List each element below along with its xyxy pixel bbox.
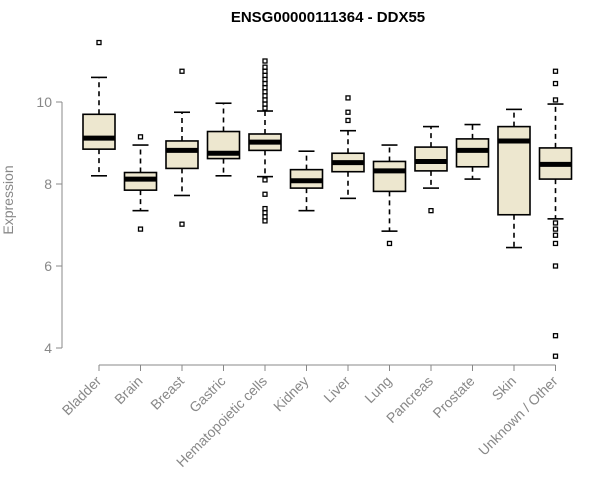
y-axis: 4 6 8 10 [36, 94, 63, 356]
outlier-point [552, 353, 559, 359]
outlier-point [345, 95, 351, 101]
outlier-point [262, 97, 268, 103]
outlier-point [262, 205, 268, 212]
outlier-point [552, 263, 559, 269]
outlier-point [262, 177, 268, 183]
x-tick-label: Lung [361, 373, 394, 406]
box-iqr [82, 113, 116, 150]
outlier-point [262, 89, 268, 95]
box-group [538, 68, 573, 359]
outlier-point [262, 80, 268, 87]
outlier-point [345, 117, 351, 124]
x-tick-label: Prostate [429, 373, 477, 421]
outlier-point [552, 97, 559, 103]
outlier-point [552, 240, 559, 247]
outlier-point [262, 105, 268, 111]
outlier-point [262, 85, 268, 91]
outlier-point [262, 101, 268, 107]
outlier-point [262, 214, 268, 220]
box-group [497, 108, 531, 249]
boxes-layer [82, 39, 573, 359]
x-tick-label: Liver [320, 373, 353, 406]
y-tick-label: 8 [44, 176, 52, 192]
outlier-point [179, 68, 185, 74]
outlier-point [262, 72, 268, 78]
box-group [248, 58, 282, 224]
outlier-point [262, 218, 268, 224]
y-tick-label: 10 [36, 94, 52, 110]
outlier-point [552, 232, 559, 238]
y-tick-label: 6 [44, 258, 52, 274]
box-group [289, 150, 324, 212]
outlier-point [262, 76, 268, 83]
outlier-point [262, 64, 268, 70]
y-axis-label: Expression [0, 165, 16, 234]
box-iqr [372, 160, 407, 193]
chart-title: ENSG00000111364 - DDX55 [231, 9, 425, 26]
box-group [331, 95, 365, 200]
x-tick-label: Skin [489, 373, 520, 404]
box-group [372, 144, 407, 247]
outlier-point [179, 221, 185, 227]
outlier-point [552, 333, 559, 339]
outlier-point [262, 58, 268, 64]
outlier-point [262, 191, 268, 197]
outlier-point [552, 220, 559, 226]
outlier-point [262, 68, 268, 74]
box-group [123, 134, 158, 232]
x-tick-label: Brain [111, 373, 145, 407]
outlier-point [137, 226, 144, 232]
x-tick-label: Bladder [59, 373, 105, 419]
outlier-point [262, 93, 268, 99]
box-group [82, 39, 116, 177]
outlier-point [386, 240, 393, 247]
y-tick-label: 4 [44, 340, 52, 356]
outlier-point [552, 68, 559, 74]
box-iqr [165, 140, 199, 170]
outlier-point [428, 207, 434, 214]
outlier-point [96, 39, 102, 46]
outlier-point [552, 226, 559, 232]
x-tick-label: Kidney [270, 373, 312, 415]
x-tick-label: Breast [147, 373, 187, 413]
box-group [414, 125, 448, 214]
box-group [206, 102, 241, 177]
box-group [455, 123, 490, 180]
outlier-point [552, 80, 559, 87]
box-group [165, 68, 199, 227]
outlier-point [137, 134, 144, 140]
outlier-point [345, 109, 351, 115]
outlier-point [262, 210, 268, 216]
x-tick-label: Unknown / Other [475, 373, 561, 459]
